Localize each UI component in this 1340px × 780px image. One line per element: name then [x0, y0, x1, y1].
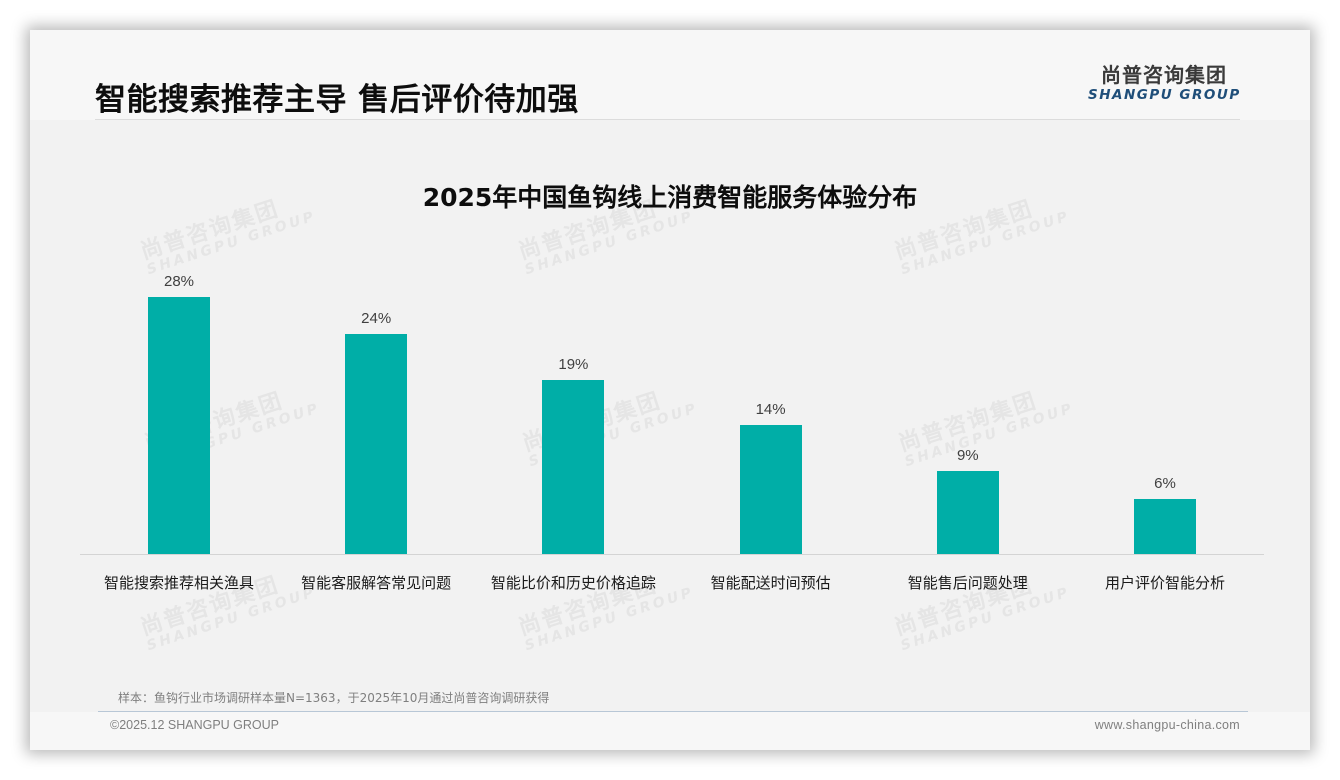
category-label: 智能售后问题处理 [907, 574, 1028, 592]
bar-value-label: 14% [755, 401, 786, 418]
logo-chinese-text: 尚普咨询集团 [1101, 63, 1227, 87]
bar [148, 297, 210, 554]
bar [1134, 499, 1196, 554]
footer-band [30, 712, 1310, 750]
bar-value-label: 9% [956, 447, 979, 464]
bar-value-label: 19% [558, 356, 589, 373]
category-label: 用户评价智能分析 [1104, 574, 1225, 592]
category-label: 智能配送时间预估 [710, 574, 831, 592]
page-title: 智能搜索推荐主导 售后评价待加强 [95, 82, 579, 118]
category-label: 智能搜索推荐相关渔具 [103, 574, 254, 592]
website-url: www.shangpu-china.com [1094, 718, 1240, 732]
bar-value-label: 24% [361, 310, 392, 327]
bar [345, 334, 408, 554]
sample-note: 样本：鱼钩行业市场调研样本量N=1363，于2025年10月通过尚普咨询调研获得 [118, 691, 550, 705]
bar-value-label: 28% [163, 273, 195, 290]
bar-chart: 28% 智能搜索推荐相关渔具 24% 智能客服解答常见问题 19% 智能比价和历史价格追踪… [30, 30, 1310, 750]
bar [936, 471, 999, 554]
copyright-text: ©2025.12 SHANGPU GROUP [110, 718, 279, 732]
slide: 智能搜索推荐主导 售后评价待加强 尚普咨询集团 SHANGPU GROUP 尚普… [30, 30, 1310, 750]
footer-divider [98, 711, 1248, 712]
x-axis-baseline [80, 554, 1264, 555]
category-label: 智能客服解答常见问题 [301, 574, 452, 592]
chart-title: 2025年中国鱼钩线上消费智能服务体验分布 [422, 183, 918, 212]
logo-english-text: SHANGPU GROUP [1088, 87, 1241, 103]
bar [542, 380, 605, 554]
bar [739, 425, 802, 554]
header-band [30, 30, 1310, 120]
header-divider [95, 119, 1240, 120]
bar-value-label: 6% [1154, 475, 1176, 492]
company-logo: 尚普咨询集团 SHANGPU GROUP [1088, 63, 1240, 103]
category-label: 智能比价和历史价格追踪 [490, 574, 656, 592]
